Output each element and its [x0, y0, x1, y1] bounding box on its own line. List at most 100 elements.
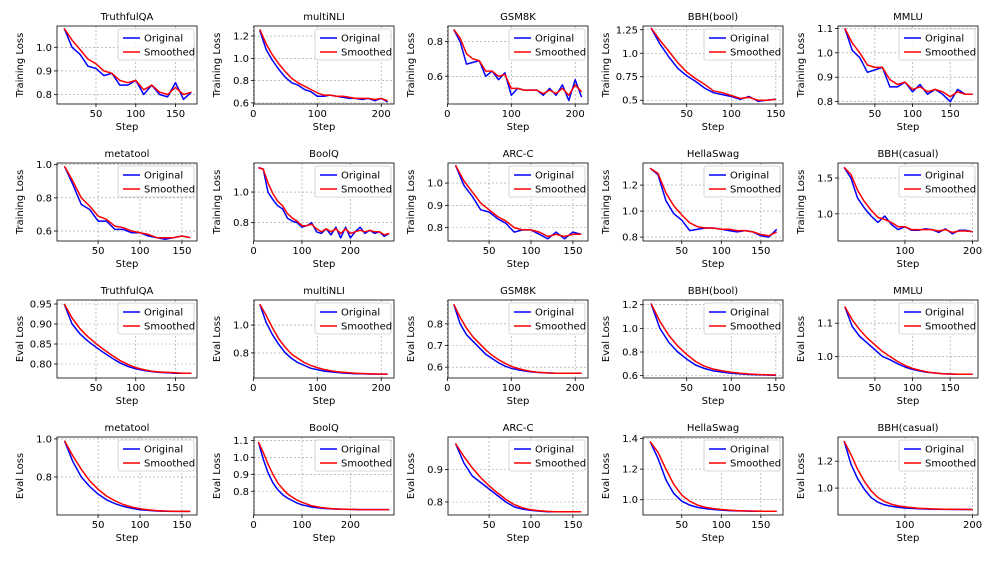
plot-frame: [837, 299, 979, 379]
y-tick-label: 0.9: [233, 470, 249, 481]
y-axis-label: Eval Loss: [406, 453, 417, 499]
chart-panel: 100 200 1.0 1.2 BBH(casual) Step Eval Loss Orig…: [796, 423, 982, 544]
x-tick-label: 50: [680, 383, 693, 394]
chart-title: BoolQ: [309, 423, 339, 434]
legend: Original Smoothed: [314, 165, 392, 198]
y-tick-label: 1.0: [36, 434, 52, 445]
legend-label-original: Original: [925, 171, 964, 182]
x-axis-label: Step: [897, 122, 920, 133]
x-tick-label: 100: [502, 109, 521, 120]
legend-label-smoothed: Smoothed: [144, 459, 195, 470]
x-tick-label: 200: [963, 520, 982, 531]
y-tick-label: 0.8: [233, 487, 249, 498]
chart-title: BBH(bool): [688, 12, 739, 23]
series-line-smoothed: [453, 303, 582, 374]
y-axis-label: Eval Loss: [15, 453, 26, 499]
x-tick-label: 150: [941, 383, 960, 394]
series-line-smoothed: [650, 303, 776, 376]
y-tick-label: 1.0: [233, 321, 249, 332]
x-axis-label: Step: [116, 533, 139, 544]
series-line-smoothed: [63, 440, 191, 513]
x-tick-label: 0: [250, 383, 256, 394]
legend: Original Smoothed: [314, 28, 392, 61]
x-tick-label: 50: [869, 109, 882, 120]
x-tick-label: 200: [372, 109, 391, 120]
x-axis-label: Step: [313, 396, 336, 407]
x-tick-label: 150: [166, 109, 185, 120]
series-line-smoothed: [844, 28, 973, 98]
series-line-smoothed: [63, 303, 192, 374]
x-tick-label: 150: [563, 520, 582, 531]
x-axis-label: Step: [702, 396, 725, 407]
x-tick-label: 100: [895, 246, 914, 257]
legend: Original Smoothed: [117, 28, 195, 61]
plot-frame: [447, 162, 589, 242]
x-axis-label: Step: [313, 533, 336, 544]
y-axis-label: Training Loss: [15, 170, 26, 236]
chart-title: GSM8K: [500, 286, 536, 297]
legend-label-original: Original: [535, 34, 574, 45]
x-tick-label: 50: [675, 246, 688, 257]
x-tick-label: 100: [722, 109, 741, 120]
x-tick-label: 50: [90, 383, 103, 394]
legend: Original Smoothed: [117, 302, 195, 335]
y-tick-label: 1.2: [622, 465, 638, 476]
chart-title: metatool: [105, 423, 150, 434]
y-tick-label: 0.8: [36, 472, 52, 483]
y-tick-label: 0.9: [817, 73, 833, 84]
y-tick-label: 1.1: [817, 319, 833, 330]
plot-frame: [642, 162, 784, 242]
y-tick-label: 1.1: [233, 436, 249, 447]
plot-frame: [642, 299, 784, 379]
chart-panel: 50 100 150 0.8 1.0 1.2 HellaSwag Step Training L…: [601, 149, 784, 270]
y-tick-label: 0.80: [30, 360, 52, 371]
x-tick-label: 50: [675, 520, 688, 531]
chart-title: ARC-C: [503, 423, 534, 434]
y-tick-label: 1.0: [817, 352, 833, 363]
legend-label-smoothed: Smoothed: [144, 48, 195, 59]
x-tick-label: 100: [292, 246, 311, 257]
x-axis-label: Step: [702, 122, 725, 133]
legend-label-smoothed: Smoothed: [925, 48, 976, 59]
x-tick-label: 50: [92, 520, 105, 531]
y-tick-label: 0.8: [427, 498, 443, 509]
x-tick-label: 100: [292, 520, 311, 531]
y-tick-label: 1.2: [622, 300, 638, 311]
legend-label-smoothed: Smoothed: [925, 185, 976, 196]
chart-panel: 50 100 150 0.8 1.0 metatool Step Eval Loss Origi…: [15, 423, 198, 544]
y-tick-label: 1.0: [817, 484, 833, 495]
y-tick-label: 0.90: [30, 320, 52, 331]
x-tick-label: 200: [372, 383, 391, 394]
chart-title: multiNLI: [303, 12, 345, 23]
legend: Original Smoothed: [508, 302, 586, 335]
y-tick-label: 0.85: [30, 340, 52, 351]
x-tick-label: 150: [751, 520, 770, 531]
plot-frame: [56, 25, 198, 105]
plot-frame: [56, 299, 198, 379]
legend: Original Smoothed: [898, 439, 976, 472]
legend: Original Smoothed: [898, 28, 976, 61]
x-tick-label: 50: [90, 109, 103, 120]
series-line-smoothed: [649, 441, 777, 512]
legend-label-original: Original: [144, 171, 183, 182]
legend-label-smoothed: Smoothed: [341, 185, 392, 196]
y-axis-label: Training Loss: [212, 33, 223, 99]
series-line-smoothed: [63, 165, 191, 239]
y-tick-label: 0.95: [30, 300, 52, 311]
chart-panel: 50 100 150 0.5 0.75 1.0 1.25 BBH(bool) Step Train…: [601, 12, 785, 133]
y-tick-label: 0.8: [427, 319, 443, 330]
legend: Original Smoothed: [314, 439, 392, 472]
x-tick-label: 0: [444, 109, 450, 120]
legend: Original Smoothed: [314, 302, 392, 335]
legend-label-original: Original: [341, 34, 380, 45]
series-line-smoothed: [453, 29, 583, 97]
x-tick-label: 100: [903, 383, 922, 394]
y-axis-label: Training Loss: [601, 33, 612, 99]
legend-label-smoothed: Smoothed: [341, 48, 392, 59]
x-axis-label: Step: [313, 259, 336, 270]
plot-frame: [253, 162, 395, 242]
chart-panel: 0 100 200 0.6 0.7 0.8 GSM8K Step Eval Loss Origin…: [406, 286, 589, 407]
legend-label-original: Original: [535, 171, 574, 182]
series-line-original: [63, 165, 191, 241]
